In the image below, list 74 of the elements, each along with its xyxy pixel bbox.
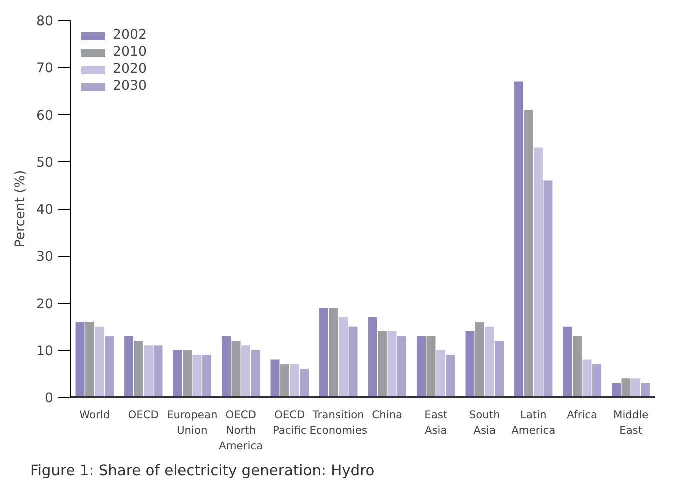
bar	[154, 346, 163, 398]
bar	[320, 308, 328, 398]
bar	[378, 332, 387, 398]
bar	[592, 364, 602, 398]
y-tick-label: 40	[36, 203, 54, 218]
bar	[202, 355, 212, 398]
bar	[582, 360, 592, 398]
bar	[476, 322, 484, 398]
bar	[524, 110, 534, 398]
bar	[514, 82, 524, 398]
x-tick-label: Africa	[567, 408, 598, 422]
bar	[563, 326, 572, 398]
x-tick-label: East Asia	[424, 408, 448, 438]
bar	[183, 350, 192, 398]
bar	[280, 364, 290, 398]
bar	[144, 346, 153, 398]
x-tick-label: Latin America	[512, 408, 556, 438]
y-axis-title: Percent (%)	[14, 170, 29, 248]
bar	[573, 336, 582, 398]
bar	[446, 355, 456, 398]
text: Figure 1: Share of electricity generation: Hydro	[30, 462, 375, 480]
y-tick-label: 50	[36, 156, 54, 171]
bar	[232, 340, 241, 398]
y-tick-label: 70	[36, 62, 54, 77]
bar	[436, 350, 446, 398]
x-tick-label: Transition Economies	[310, 408, 368, 438]
bar	[270, 360, 280, 398]
bar	[466, 332, 475, 398]
y-tick-label: 80	[36, 14, 54, 30]
legend-label: 2002	[113, 28, 147, 43]
x-tick-label: OECD North America	[219, 408, 264, 453]
bar	[300, 369, 309, 398]
bar	[534, 148, 543, 398]
bar	[348, 326, 358, 398]
x-tick-label: European Union	[166, 408, 218, 438]
bar	[632, 378, 640, 398]
y-tick-label: 60	[36, 108, 54, 124]
x-tick-label: OECD Pacific	[272, 408, 307, 438]
bar	[290, 364, 300, 398]
x-tick-label: South Asia	[469, 408, 500, 438]
bar	[622, 378, 631, 398]
y-tick-label: 10	[36, 344, 54, 360]
y-tick-label: 0	[45, 392, 54, 406]
bar	[134, 340, 144, 398]
legend-label: 2030	[113, 79, 147, 94]
y-tick-label: 20	[36, 297, 54, 312]
bar	[251, 350, 260, 398]
bar	[339, 317, 348, 398]
bar	[95, 326, 104, 398]
x-tick-label: World	[80, 408, 110, 422]
y-tick-label: 30	[36, 250, 54, 266]
bar	[192, 355, 202, 398]
bar	[426, 336, 436, 398]
bar	[222, 336, 231, 398]
x-tick-label: OECD	[128, 408, 160, 422]
bar	[398, 336, 406, 398]
legend-label: 2020	[113, 62, 147, 77]
bar	[544, 180, 553, 398]
bar	[242, 346, 250, 398]
legend-label: 2010	[113, 45, 147, 60]
bar	[388, 332, 397, 398]
bar	[124, 336, 134, 398]
bar	[105, 336, 114, 398]
bar	[417, 336, 426, 398]
bar	[329, 308, 338, 398]
bar	[612, 383, 621, 398]
bar	[76, 322, 85, 398]
bar	[173, 350, 182, 398]
x-tick-label: China	[372, 408, 403, 422]
bar	[86, 322, 94, 398]
bar	[368, 317, 378, 398]
bar	[485, 326, 494, 398]
bar	[495, 340, 504, 398]
x-tick-label: Middle East	[614, 408, 649, 438]
